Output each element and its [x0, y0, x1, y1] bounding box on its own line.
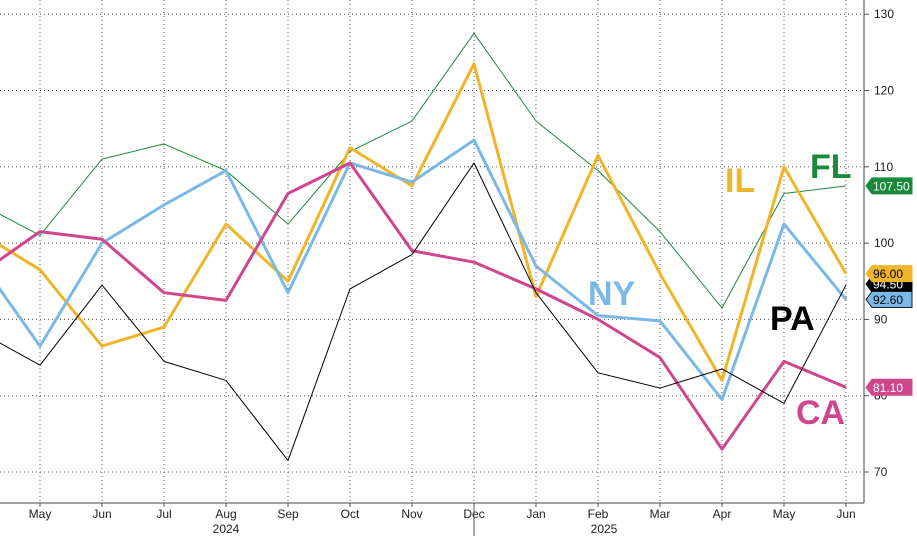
x-tick-label: Sep	[277, 507, 299, 521]
series-label-il: IL	[725, 162, 755, 200]
x-tick-label: Jun	[92, 507, 111, 521]
x-tick-label: Feb	[588, 507, 609, 521]
series-line-fl	[0, 32, 847, 309]
x-tick-label: Jan	[526, 507, 545, 521]
tag-box	[865, 265, 913, 283]
y-tick-label: 130	[874, 7, 894, 21]
series-label-fl: FL	[810, 148, 852, 186]
series-line-ny	[0, 138, 848, 402]
y-tick-label: 110	[874, 160, 893, 174]
y-tick-label: 70	[874, 465, 888, 479]
y-tick-label: 120	[874, 84, 894, 98]
series-label-ca: CA	[796, 394, 845, 432]
tag-box	[865, 291, 913, 309]
series-line-il	[0, 62, 848, 382]
series-line-pa	[0, 162, 847, 462]
tag-value: 96.00	[873, 267, 903, 281]
x-tick-label: Nov	[401, 507, 422, 521]
series-label-ny: NY	[588, 275, 636, 313]
tag-value: 81.10	[873, 381, 903, 395]
series-lines	[0, 32, 848, 462]
series-label-pa: PA	[770, 300, 815, 338]
year-label-2025: 2025	[591, 522, 618, 536]
x-tick-label: Jun	[836, 507, 855, 521]
grid-lines	[0, 0, 864, 503]
year-label-2024: 2024	[213, 522, 240, 536]
tag-box	[865, 378, 913, 396]
tag-box	[865, 177, 913, 195]
y-tick-label: 100	[874, 236, 894, 250]
x-tick-label: Aug	[215, 507, 236, 521]
last-value-tag-il: 96.00	[865, 265, 913, 283]
last-value-tag-fl: 107.50	[865, 177, 913, 195]
y-tick-label: 90	[874, 312, 888, 326]
x-tick-label: May	[29, 507, 52, 521]
series-line-ca	[0, 161, 847, 451]
x-tick-label: May	[773, 507, 796, 521]
tag-value: 92.60	[873, 293, 903, 307]
x-tick-label: Jul	[156, 507, 171, 521]
x-tick-label: Oct	[341, 507, 360, 521]
x-tick-label: Mar	[650, 507, 671, 521]
series-labels: FL IL NY PA CA	[588, 148, 852, 432]
last-value-tag-ca: 81.10	[865, 378, 913, 396]
tag-value: 107.50	[873, 179, 910, 193]
last-value-tag-ny: 92.60	[865, 291, 913, 309]
x-tick-label: Apr	[713, 507, 732, 521]
